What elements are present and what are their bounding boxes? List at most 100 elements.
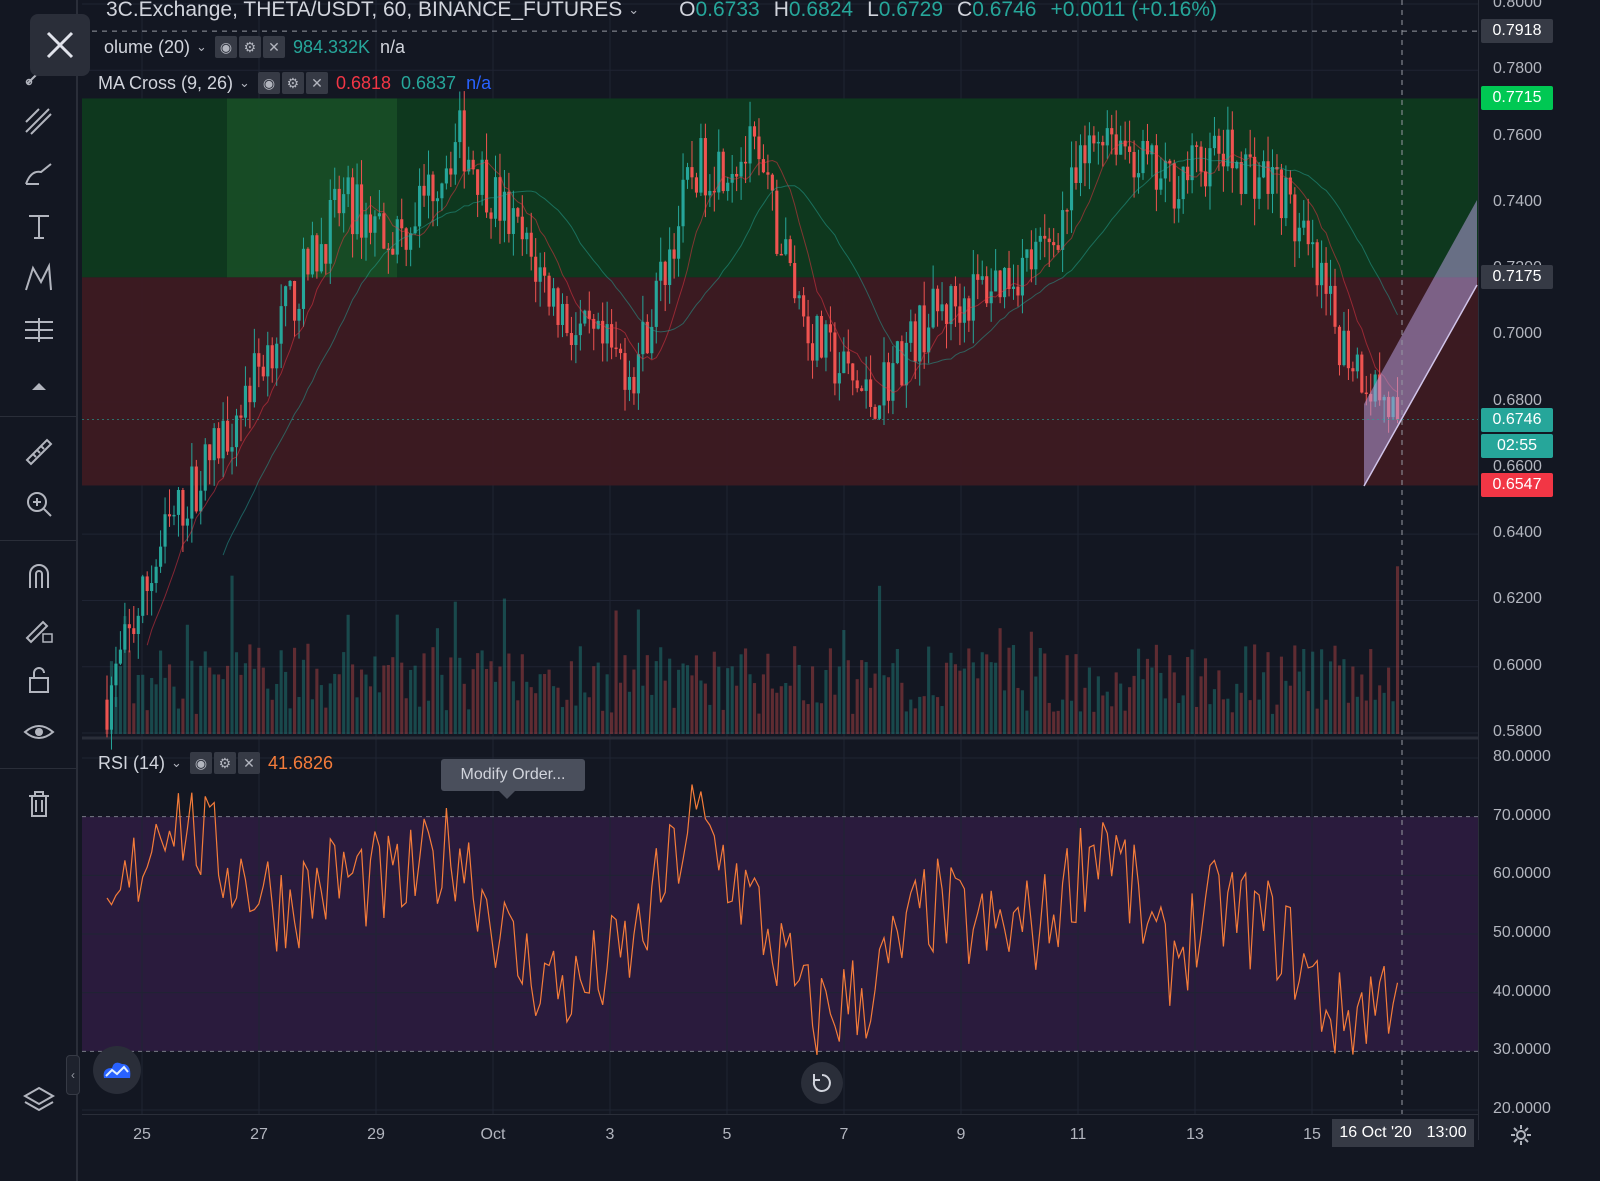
candle[interactable] [413,226,417,234]
candle[interactable] [659,261,663,281]
candle[interactable] [328,199,332,264]
candle[interactable] [480,159,484,195]
candle[interactable] [1199,146,1203,172]
candle[interactable] [739,161,743,177]
candle[interactable] [257,353,261,367]
candle[interactable] [1150,145,1154,155]
candle[interactable] [744,161,748,164]
candle[interactable] [409,233,413,250]
candle[interactable] [315,235,319,272]
candle[interactable] [918,305,922,362]
candle[interactable] [877,405,882,419]
candle[interactable] [1262,161,1266,178]
candle[interactable] [1056,245,1060,250]
candle[interactable] [1092,135,1096,144]
candle[interactable] [967,298,971,321]
chart-settings-button[interactable] [1506,1120,1536,1150]
candle[interactable] [364,214,368,238]
magnet-tool[interactable] [17,556,61,596]
candle[interactable] [1154,145,1158,190]
candle[interactable] [565,303,569,334]
candle[interactable] [190,466,194,519]
candle[interactable] [1052,242,1056,246]
candle[interactable] [1293,194,1297,242]
candle[interactable] [766,172,770,175]
symbol-menu-chevron[interactable]: ⌄ [628,2,640,17]
candle[interactable] [525,232,529,240]
candle[interactable] [1020,257,1024,296]
candle[interactable] [297,308,301,321]
parallel-channel[interactable] [1364,200,1477,486]
candle[interactable] [1128,146,1132,152]
candle[interactable] [1136,173,1141,178]
candle[interactable] [132,628,136,635]
candle[interactable] [538,267,542,282]
candle[interactable] [860,388,864,391]
candle[interactable] [851,363,855,381]
candle[interactable] [761,159,765,173]
candle[interactable] [234,415,239,448]
candle[interactable] [931,288,935,328]
candle[interactable] [123,624,127,650]
text-tool[interactable] [17,206,61,246]
candle[interactable] [641,321,645,355]
candle[interactable] [199,490,203,512]
candle[interactable] [663,261,667,286]
candle[interactable] [699,138,703,193]
candle[interactable] [422,185,426,196]
candle[interactable] [1333,285,1337,327]
loss-zone[interactable] [82,277,1478,486]
symbol-title[interactable]: 3C.Exchange, THETA/USDT, 60, BINANCE_FUT… [106,0,623,21]
candle[interactable] [1177,199,1181,209]
candle[interactable] [141,576,145,616]
candle[interactable] [618,348,623,354]
candle[interactable] [1074,167,1078,183]
candle[interactable] [368,214,373,233]
candle[interactable] [337,188,341,214]
candle[interactable] [891,363,895,401]
brush-tool[interactable] [17,154,61,194]
candle[interactable] [1105,128,1109,146]
candle[interactable] [1208,148,1212,187]
time-axis[interactable]: 15 13 11 9 7 5 3 Oct 29 27 25 16 Oct '20 13:00 [82,1114,1478,1181]
candle[interactable] [1119,140,1123,155]
candle[interactable] [779,253,783,256]
candle[interactable] [927,327,931,353]
candle[interactable] [1132,151,1136,178]
candle[interactable] [520,216,524,240]
candle[interactable] [1029,249,1033,270]
candle[interactable] [949,286,953,325]
candle[interactable] [681,179,685,227]
candle[interactable] [1172,163,1176,209]
candle[interactable] [167,514,172,517]
candle[interactable] [685,167,690,180]
candle[interactable] [248,385,252,403]
expand-tools-button[interactable] [17,366,61,406]
candle[interactable] [1159,178,1163,190]
close-button[interactable] [30,14,90,76]
candle[interactable] [507,191,511,234]
volume-gear-icon[interactable]: ⚙ [238,36,261,58]
candle[interactable] [1168,160,1172,164]
candle[interactable] [109,685,114,730]
candle[interactable] [1364,392,1368,395]
candle[interactable] [511,208,515,234]
candle[interactable] [163,514,167,547]
lock-drawing-tool[interactable] [17,608,61,648]
ma-close-icon[interactable]: ✕ [305,72,328,94]
candle[interactable] [828,324,832,333]
reset-chart-button[interactable] [801,1062,843,1104]
candle[interactable] [869,379,873,407]
candle[interactable] [748,126,752,164]
candle[interactable] [1145,140,1150,155]
candle[interactable] [1007,267,1011,289]
candle[interactable] [489,212,493,219]
candle[interactable] [886,362,891,401]
candle[interactable] [1244,154,1248,194]
candle[interactable] [145,576,149,592]
candle[interactable] [444,168,448,184]
candle[interactable] [159,546,163,567]
object-tree-button[interactable] [17,1080,61,1120]
candle[interactable] [784,239,788,255]
candle[interactable] [1203,171,1208,187]
